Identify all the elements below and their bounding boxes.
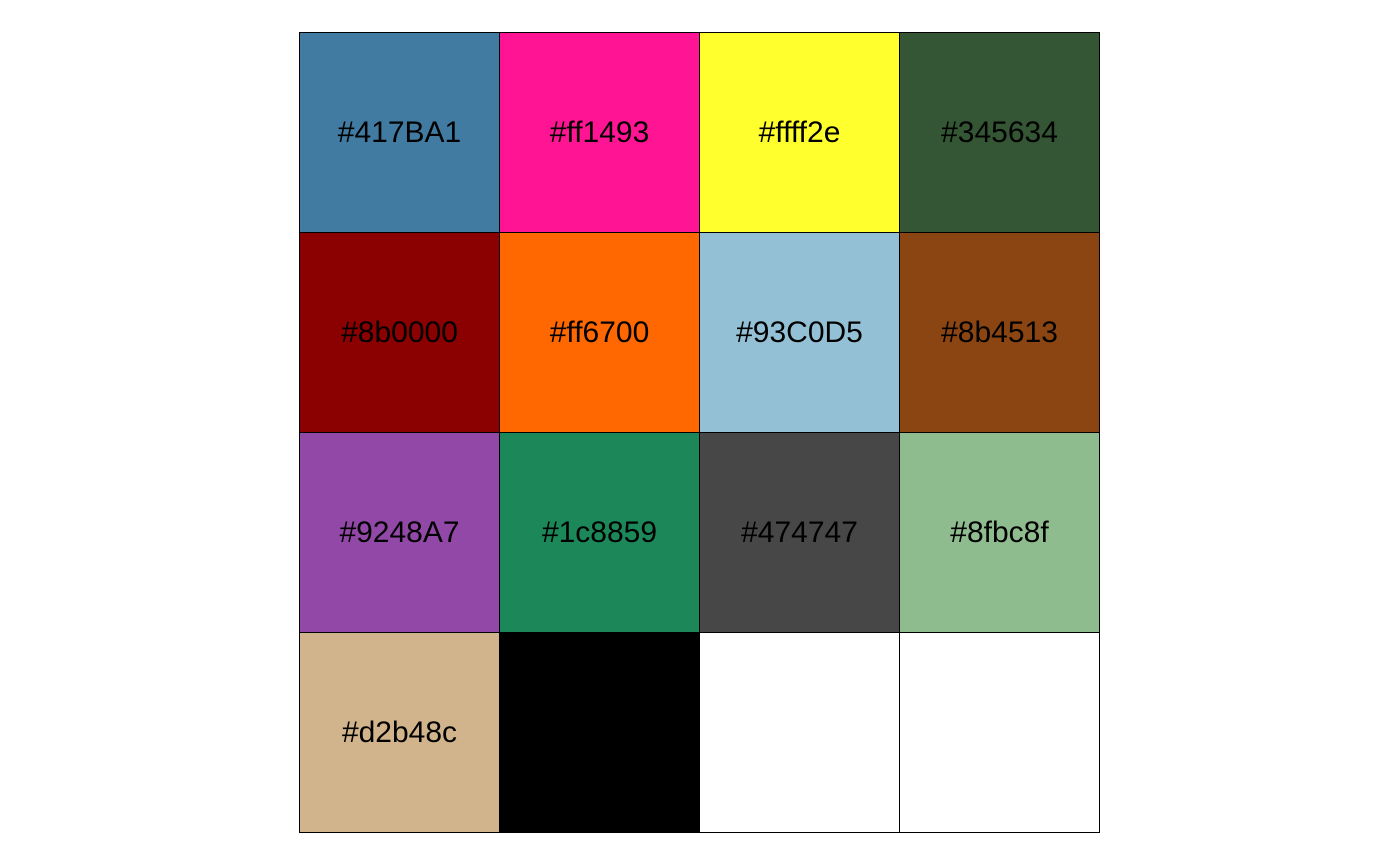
swatch-label: #8b4513 [941,315,1058,349]
color-swatch: #345634 [899,32,1100,233]
color-swatch: #474747 [699,432,900,633]
swatch-label: #8fbc8f [950,515,1049,549]
color-swatch: #d2b48c [299,632,500,833]
color-swatch: #93C0D5 [699,232,900,433]
color-swatch: #8b4513 [899,232,1100,433]
color-swatch: #1c8859 [499,432,700,633]
swatch-label: #345634 [941,115,1058,149]
color-swatch [699,632,900,833]
color-swatch: #ffff2e [699,32,900,233]
color-swatch: #ff6700 [499,232,700,433]
swatch-label: #ff1493 [549,115,650,149]
swatch-label: #ff6700 [549,315,650,349]
swatch-label: #93C0D5 [736,315,863,349]
swatch-label: #417BA1 [337,115,462,149]
swatch-label: #8b0000 [341,315,458,349]
swatch-label: #ffff2e [758,115,841,149]
color-swatch: #417BA1 [299,32,500,233]
swatch-label: #9248A7 [339,515,460,549]
swatch-label: #d2b48c [341,715,458,749]
color-palette-grid: #417BA1 #ff1493 #ffff2e #345634 #8b0000 #ff67… [299,32,1100,833]
swatch-label: #474747 [741,515,858,549]
color-swatch: #ff1493 [499,32,700,233]
swatch-label: #1c8859 [541,515,658,549]
color-swatch: #8fbc8f [899,432,1100,633]
color-swatch: #9248A7 [299,432,500,633]
color-swatch [499,632,700,833]
color-swatch: #8b0000 [299,232,500,433]
color-swatch [899,632,1100,833]
